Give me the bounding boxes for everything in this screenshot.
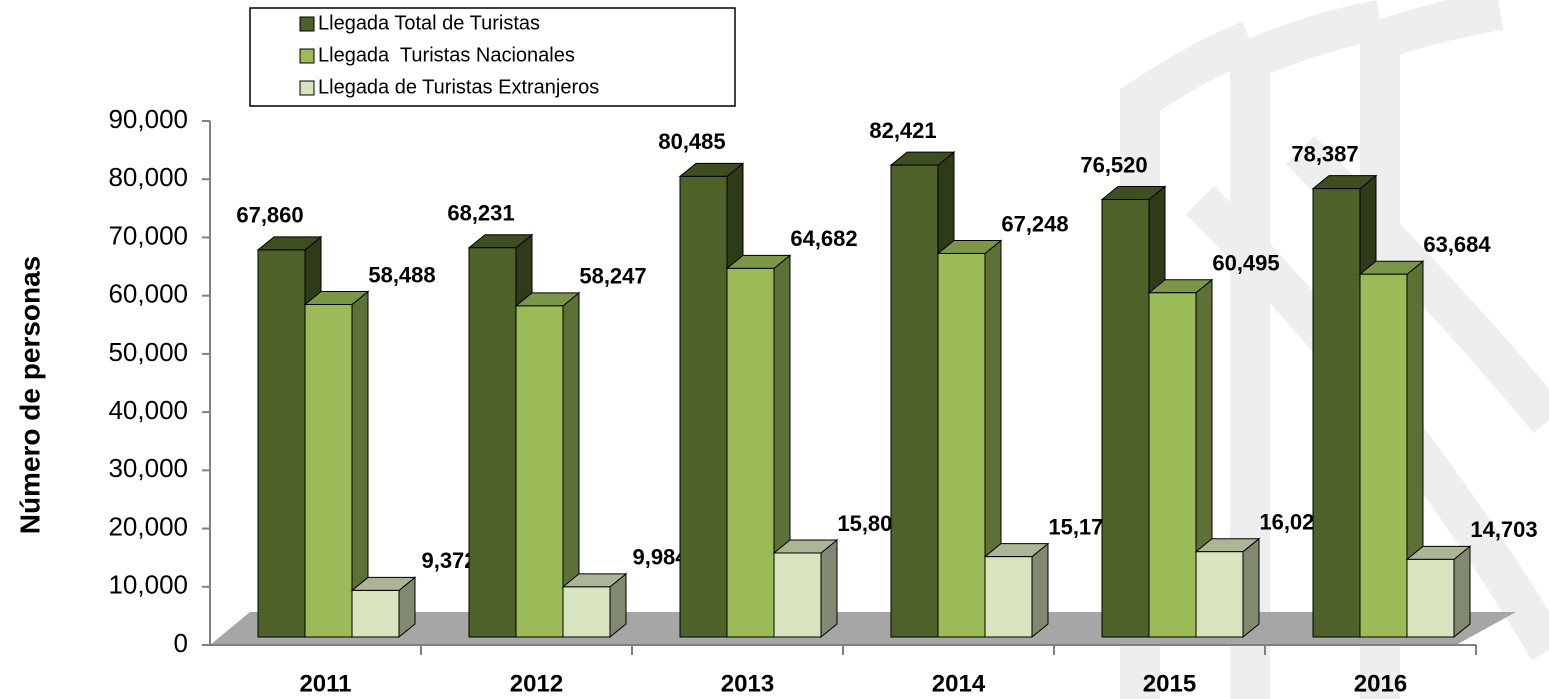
y-axis-title: Número de personas — [14, 256, 45, 535]
bar-front — [1101, 198, 1150, 638]
y-tick-label: 70,000 — [108, 220, 188, 250]
x-tick-label: 2016 — [1354, 670, 1407, 697]
bar-front — [726, 267, 775, 638]
legend-swatch — [299, 48, 315, 64]
bar — [350, 576, 417, 639]
value-label: 76,520 — [1080, 152, 1147, 177]
value-label: 58,247 — [579, 264, 646, 289]
y-tick-label: 80,000 — [108, 162, 188, 192]
value-label: 78,387 — [1291, 141, 1358, 166]
y-tick-label: 30,000 — [108, 453, 188, 483]
bar-front — [679, 175, 728, 638]
bar-side — [820, 538, 838, 639]
value-label: 67,860 — [236, 203, 303, 228]
bar — [725, 254, 792, 639]
x-tick-label: 2011 — [299, 670, 351, 697]
bar — [1405, 545, 1472, 639]
y-tick-label: 60,000 — [108, 279, 188, 309]
bar — [1194, 537, 1261, 639]
legend-label: Llegada de Turistas Extranjeros — [318, 76, 599, 98]
legend-label: Llegada Total de Turistas — [318, 12, 540, 34]
bar-front — [890, 164, 939, 638]
bar-front — [1406, 558, 1455, 638]
bar — [772, 538, 839, 639]
bar — [561, 572, 628, 639]
bar — [1358, 260, 1425, 639]
legend-label: Llegada Turistas Nacionales — [318, 44, 575, 66]
legend-swatch — [299, 80, 315, 96]
bar-front — [468, 247, 517, 638]
value-label: 60,495 — [1212, 251, 1279, 276]
value-label: 68,231 — [447, 201, 514, 226]
bar-side — [1031, 542, 1049, 639]
bar-front — [257, 249, 306, 638]
y-tick-label: 20,000 — [108, 511, 188, 541]
x-tick-label: 2013 — [721, 670, 774, 697]
bar-front — [562, 586, 611, 638]
legend — [249, 7, 736, 107]
y-tick-label: 0 — [174, 628, 188, 658]
bar-front — [937, 252, 986, 638]
bar — [983, 542, 1050, 639]
value-label: 82,421 — [869, 118, 936, 143]
bar-front — [515, 305, 564, 638]
value-label: 58,488 — [368, 262, 435, 287]
bar-front — [351, 589, 400, 638]
bar-front — [773, 552, 822, 638]
value-label: 9,984 — [632, 545, 688, 570]
y-tick-label: 40,000 — [108, 395, 188, 425]
y-tick-label: 90,000 — [108, 104, 188, 134]
y-tick-label: 10,000 — [108, 570, 188, 600]
value-label: 63,684 — [1423, 232, 1491, 257]
value-label: 14,703 — [1470, 517, 1537, 542]
bar-front — [1195, 551, 1244, 638]
x-tick-label: 2012 — [510, 670, 563, 697]
x-tick-label: 2015 — [1143, 670, 1196, 697]
bar — [514, 291, 581, 639]
x-tick-label: 2014 — [932, 670, 986, 697]
value-label: 9,372 — [421, 548, 476, 573]
value-label: 80,485 — [658, 129, 725, 154]
bar-front — [1359, 273, 1408, 638]
bar-side — [1242, 537, 1260, 639]
bar — [303, 290, 370, 639]
bar-front — [984, 556, 1033, 638]
y-tick-label: 50,000 — [108, 337, 188, 367]
bar-front — [304, 303, 353, 638]
legend-swatch — [299, 16, 315, 32]
bar — [936, 239, 1003, 639]
value-label: 67,248 — [1001, 211, 1068, 236]
bar-front — [1312, 188, 1361, 638]
bar-side — [1453, 545, 1471, 639]
bar-front — [1148, 292, 1197, 638]
value-label: 64,682 — [790, 226, 857, 251]
